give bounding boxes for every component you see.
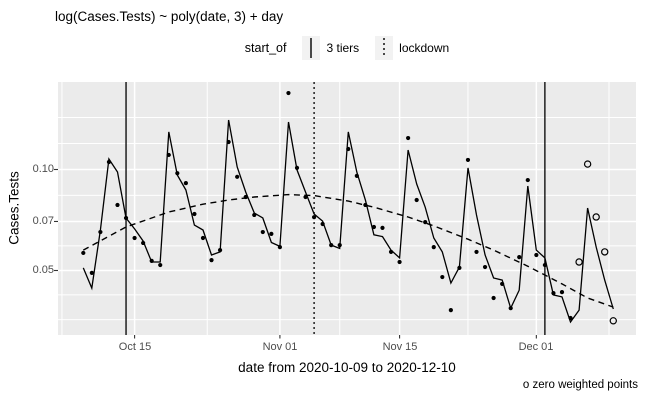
data-point bbox=[89, 270, 94, 275]
data-point bbox=[482, 264, 488, 270]
legend-item-label: lockdown bbox=[399, 41, 450, 55]
zero-weighted-point bbox=[592, 213, 600, 221]
data-point bbox=[525, 177, 530, 183]
data-point bbox=[209, 257, 214, 263]
data-point bbox=[132, 235, 137, 241]
data-point bbox=[406, 135, 411, 141]
data-point bbox=[106, 159, 112, 165]
data-point bbox=[294, 165, 300, 171]
legend: start_of 3 tiers lockdown bbox=[58, 34, 636, 62]
zero-weighted-point bbox=[575, 258, 583, 266]
data-point bbox=[166, 152, 171, 158]
data-point bbox=[303, 194, 308, 200]
data-point bbox=[226, 139, 231, 145]
data-point bbox=[123, 215, 129, 221]
data-point bbox=[542, 262, 547, 268]
data-point bbox=[559, 290, 565, 295]
data-point bbox=[423, 219, 428, 225]
data-point bbox=[346, 146, 351, 152]
data-point bbox=[354, 173, 359, 179]
data-point bbox=[508, 306, 513, 311]
data-point bbox=[329, 243, 334, 248]
data-point bbox=[192, 211, 197, 217]
x-axis-title: date from 2020-10-09 to 2020-12-10 bbox=[238, 360, 456, 375]
x-tick-label: Oct 15 bbox=[118, 341, 152, 353]
data-point bbox=[397, 259, 402, 265]
data-point bbox=[269, 231, 274, 236]
data-point bbox=[414, 197, 419, 203]
caption: o zero weighted points bbox=[522, 379, 638, 391]
data-point bbox=[380, 225, 385, 230]
data-point bbox=[277, 245, 283, 250]
data-point bbox=[158, 262, 163, 268]
data-point bbox=[457, 265, 462, 270]
x-tick-label: Nov 01 bbox=[262, 341, 298, 353]
data-point bbox=[568, 315, 573, 321]
data-point bbox=[260, 229, 265, 235]
data-point bbox=[440, 274, 445, 280]
fitted-line bbox=[82, 119, 614, 324]
data-point bbox=[286, 90, 291, 96]
zero-weighted-point bbox=[601, 248, 609, 256]
data-point bbox=[183, 180, 188, 186]
data-point bbox=[465, 157, 471, 163]
data-point bbox=[243, 194, 248, 200]
plot-panel bbox=[58, 82, 636, 335]
legend-item-label: 3 tiers bbox=[326, 41, 360, 55]
data-point bbox=[448, 307, 453, 313]
data-point bbox=[115, 202, 120, 208]
data-point bbox=[363, 202, 368, 208]
data-point bbox=[337, 243, 342, 248]
data-point bbox=[474, 249, 479, 255]
data-point bbox=[388, 249, 394, 255]
data-point bbox=[149, 258, 154, 264]
zero-weighted-point bbox=[609, 317, 617, 325]
y-tick-label: 0.05 bbox=[32, 264, 54, 276]
data-point bbox=[252, 212, 257, 218]
data-point bbox=[311, 215, 317, 220]
zero-weighted-point bbox=[583, 160, 592, 168]
data-point bbox=[517, 255, 522, 260]
legend-title: start_of bbox=[244, 41, 287, 55]
chart-title: log(Cases.Tests) ~ poly(date, 3) + day bbox=[55, 9, 284, 24]
data-point bbox=[81, 250, 86, 256]
data-point bbox=[551, 291, 556, 296]
trend-line bbox=[82, 193, 614, 308]
data-point bbox=[235, 174, 240, 179]
data-point bbox=[98, 229, 103, 235]
data-point bbox=[141, 240, 146, 246]
data-point bbox=[320, 221, 325, 227]
solid-vline-key-icon bbox=[302, 36, 321, 60]
y-axis-title: Cases.Tests bbox=[6, 171, 22, 245]
data-point bbox=[175, 171, 180, 176]
legend-item-lockdown: lockdown bbox=[375, 36, 449, 60]
y-tick-label: 0.07 bbox=[32, 215, 54, 227]
y-tick-label: 0.10 bbox=[32, 163, 54, 175]
x-tick-label: Dec 01 bbox=[518, 341, 554, 353]
data-point bbox=[431, 245, 436, 250]
data-point bbox=[500, 281, 505, 287]
data-point bbox=[371, 224, 377, 230]
data-point bbox=[217, 248, 223, 253]
data-point bbox=[534, 252, 539, 258]
dotted-vline-key-icon bbox=[375, 36, 394, 60]
data-point bbox=[200, 235, 206, 241]
x-tick-label: Nov 15 bbox=[382, 341, 418, 353]
data-point bbox=[491, 295, 496, 301]
legend-item-3-tiers: 3 tiers bbox=[302, 36, 359, 60]
